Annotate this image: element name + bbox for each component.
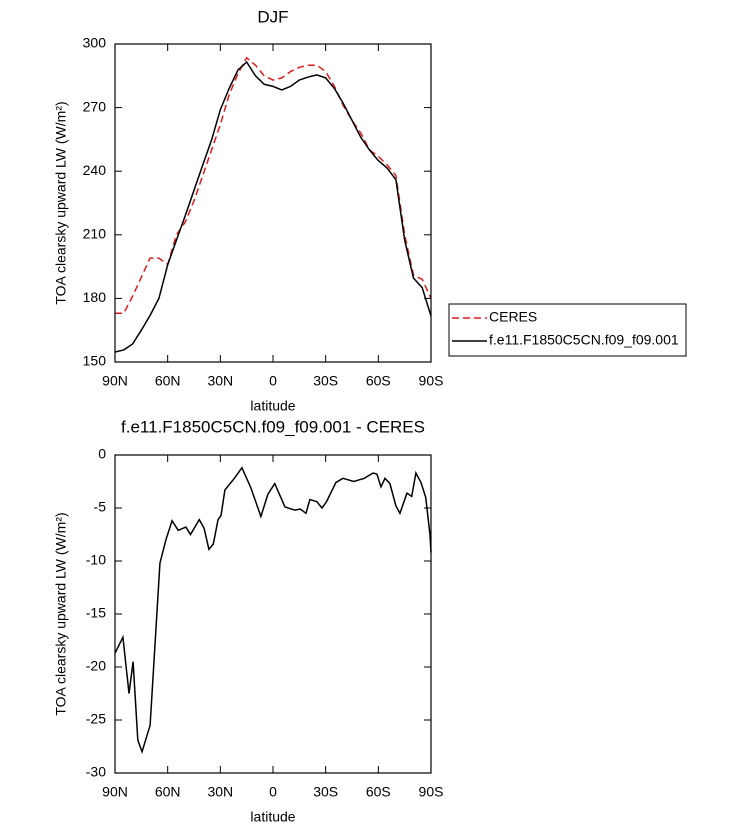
chart-title: DJF — [257, 7, 288, 26]
plot-frame — [114, 454, 432, 774]
y-tick-label: 0 — [98, 446, 106, 462]
data-line — [114, 466, 432, 755]
x-tick-label: 60S — [366, 373, 391, 389]
x-tick-label: 90S — [419, 784, 444, 800]
x-tick-label: 0 — [269, 373, 277, 389]
y-tick-label: -30 — [86, 764, 106, 780]
y-tick-label: -20 — [86, 658, 106, 674]
x-tick-label: 60S — [366, 784, 391, 800]
y-tick-label: -25 — [86, 711, 106, 727]
x-axis-label: latitude — [250, 398, 295, 414]
y-tick-label: 270 — [83, 98, 107, 114]
y-tick-label: -15 — [86, 605, 106, 621]
x-tick-label: 60N — [155, 784, 181, 800]
y-tick-label: 300 — [83, 35, 107, 51]
x-tick-label: 60N — [155, 373, 181, 389]
y-tick-label: 240 — [83, 162, 107, 178]
x-axis-label: latitude — [250, 809, 295, 825]
x-tick-label: 0 — [269, 784, 277, 800]
x-tick-label: 90N — [102, 784, 128, 800]
x-tick-label: 90N — [102, 373, 128, 389]
y-tick-label: -10 — [86, 552, 106, 568]
legend-box — [448, 303, 687, 357]
x-tick-label: 30S — [313, 373, 338, 389]
x-tick-label: 90S — [419, 373, 444, 389]
x-tick-label: 30N — [207, 373, 233, 389]
plot-frame — [114, 43, 432, 363]
legend-label: f.e11.F1850C5CN.f09_f09.001 — [489, 332, 679, 348]
y-tick-label: -5 — [94, 499, 107, 515]
data-line — [114, 60, 432, 353]
y-axis-label: TOA clearsky upward LW (W/m²) — [53, 101, 69, 304]
y-axis-label: TOA clearsky upward LW (W/m²) — [53, 512, 69, 715]
y-tick-label: 180 — [83, 289, 107, 305]
legend-label: CERES — [489, 309, 537, 325]
x-tick-label: 30S — [313, 784, 338, 800]
data-line — [115, 56, 432, 314]
y-tick-label: 210 — [83, 226, 107, 242]
chart-title: f.e11.F1850C5CN.f09_f09.001 - CERES — [121, 417, 425, 436]
y-tick-label: 150 — [83, 353, 107, 369]
x-tick-label: 30N — [207, 784, 233, 800]
